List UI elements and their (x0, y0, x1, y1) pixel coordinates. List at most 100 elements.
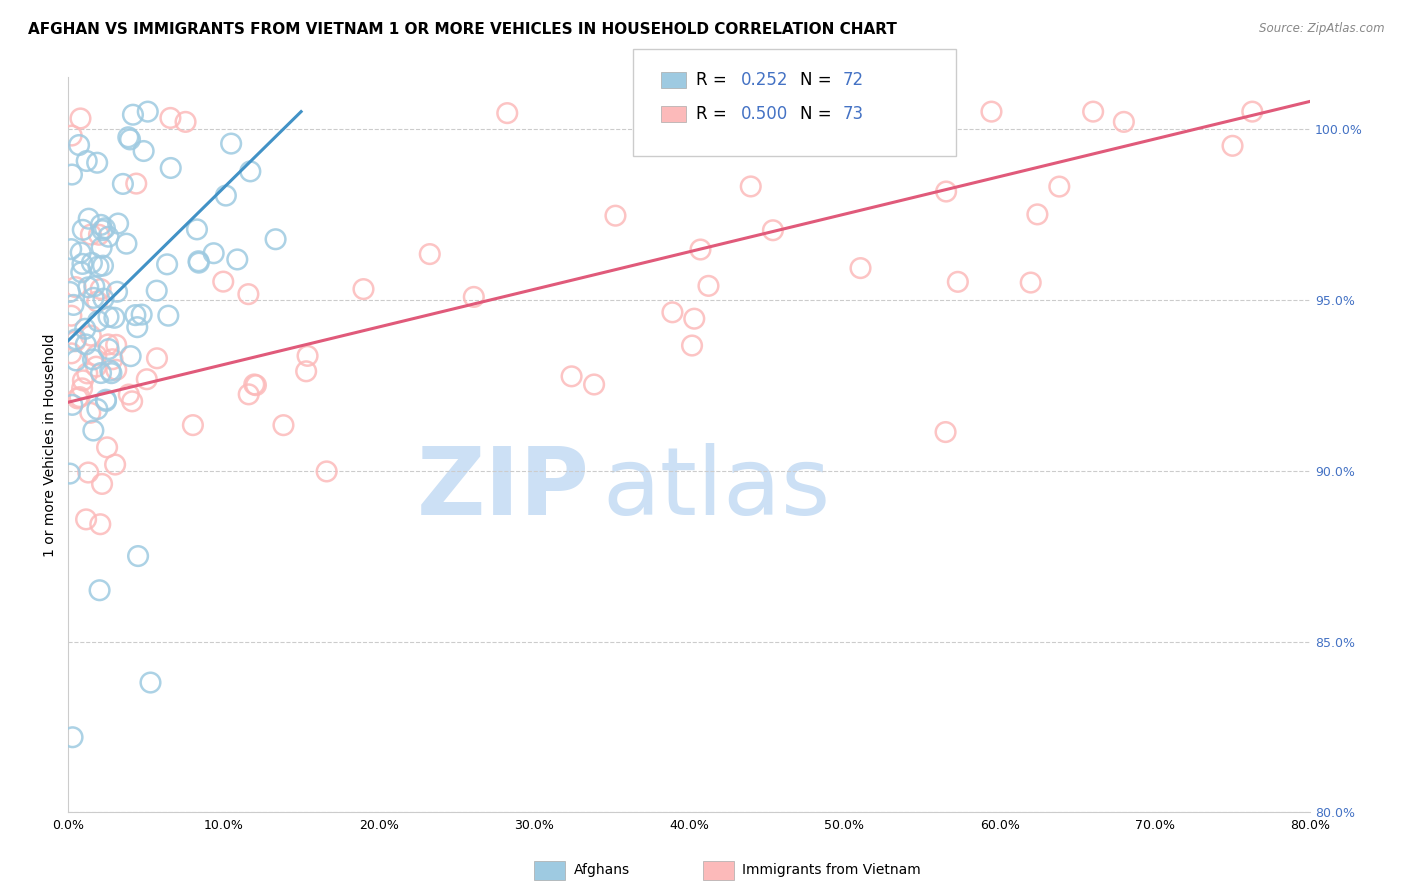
Point (90, 366, 112, 380)
Point (94, 393, 117, 408)
Text: Immigrants from Vietnam: Immigrants from Vietnam (742, 863, 921, 877)
Point (86, 348, 108, 362)
Point (212, 275, 235, 289)
Point (100, 366, 122, 380)
Point (67, 138, 90, 153)
Point (111, 177, 134, 191)
Point (91, 259, 114, 273)
Point (219, 136, 242, 151)
Point (75, 512, 97, 526)
Point (70, 381, 93, 395)
Point (96, 441, 118, 455)
Point (139, 675, 162, 690)
Point (118, 132, 141, 146)
Text: 0.500: 0.500 (741, 105, 789, 123)
Point (121, 394, 143, 409)
Point (583, 377, 606, 392)
Point (264, 232, 287, 246)
Point (935, 425, 957, 439)
Point (94, 221, 117, 235)
Point (135, 372, 157, 386)
Point (98, 364, 121, 378)
Point (75, 322, 97, 336)
Point (77, 211, 100, 226)
Point (131, 308, 153, 322)
Point (145, 284, 167, 298)
Point (181, 418, 204, 433)
Point (1241, 104, 1264, 119)
Point (75, 337, 97, 351)
Point (1112, 115, 1135, 129)
Point (107, 217, 129, 231)
Point (97, 342, 120, 356)
Point (226, 252, 249, 267)
Text: Source: ZipAtlas.com: Source: ZipAtlas.com (1260, 22, 1385, 36)
Point (65, 334, 87, 349)
Point (86, 155, 108, 169)
Point (1047, 179, 1070, 194)
Point (89, 583, 111, 598)
Point (94, 392, 117, 407)
Point (1222, 138, 1244, 153)
Point (87, 260, 110, 274)
Point (115, 236, 138, 251)
Point (496, 106, 519, 120)
Point (80, 256, 103, 270)
Point (69, 112, 91, 126)
Point (683, 311, 706, 326)
Point (89, 517, 111, 532)
Point (62, 298, 84, 312)
Point (238, 287, 260, 301)
Point (186, 222, 208, 236)
Text: N =: N = (800, 71, 837, 89)
Point (136, 104, 159, 119)
Point (297, 349, 319, 363)
Text: Afghans: Afghans (574, 863, 630, 877)
Point (935, 185, 957, 199)
Point (463, 290, 485, 304)
Point (117, 130, 139, 145)
Point (72, 257, 94, 271)
Point (124, 308, 146, 322)
Point (66, 392, 89, 406)
Point (65, 353, 87, 368)
Point (72, 373, 94, 387)
Point (215, 188, 238, 202)
Point (159, 111, 181, 125)
Point (86, 294, 108, 309)
Point (295, 364, 318, 378)
Point (97, 337, 120, 351)
Point (127, 320, 149, 334)
Point (740, 179, 762, 194)
Point (105, 363, 128, 377)
Point (105, 338, 128, 352)
Text: atlas: atlas (602, 443, 831, 535)
Point (104, 458, 127, 472)
Point (661, 305, 683, 319)
Point (97, 229, 120, 244)
Text: 72: 72 (842, 71, 863, 89)
Point (561, 369, 583, 384)
Point (90, 218, 112, 232)
Point (60, 309, 83, 323)
Point (238, 387, 260, 401)
Point (86, 402, 108, 417)
Text: R =: R = (696, 105, 733, 123)
Point (59, 467, 82, 481)
Point (91, 223, 114, 237)
Point (849, 261, 872, 276)
Point (159, 161, 181, 175)
Point (84, 359, 107, 374)
Point (419, 247, 441, 261)
Point (83, 291, 105, 305)
Point (146, 351, 169, 366)
Point (87, 314, 110, 328)
Point (105, 285, 128, 299)
Point (118, 387, 141, 401)
Point (77, 280, 100, 294)
Point (681, 338, 703, 352)
Point (59, 285, 82, 299)
Point (1026, 207, 1049, 221)
Point (76, 367, 98, 381)
Point (60, 128, 83, 143)
